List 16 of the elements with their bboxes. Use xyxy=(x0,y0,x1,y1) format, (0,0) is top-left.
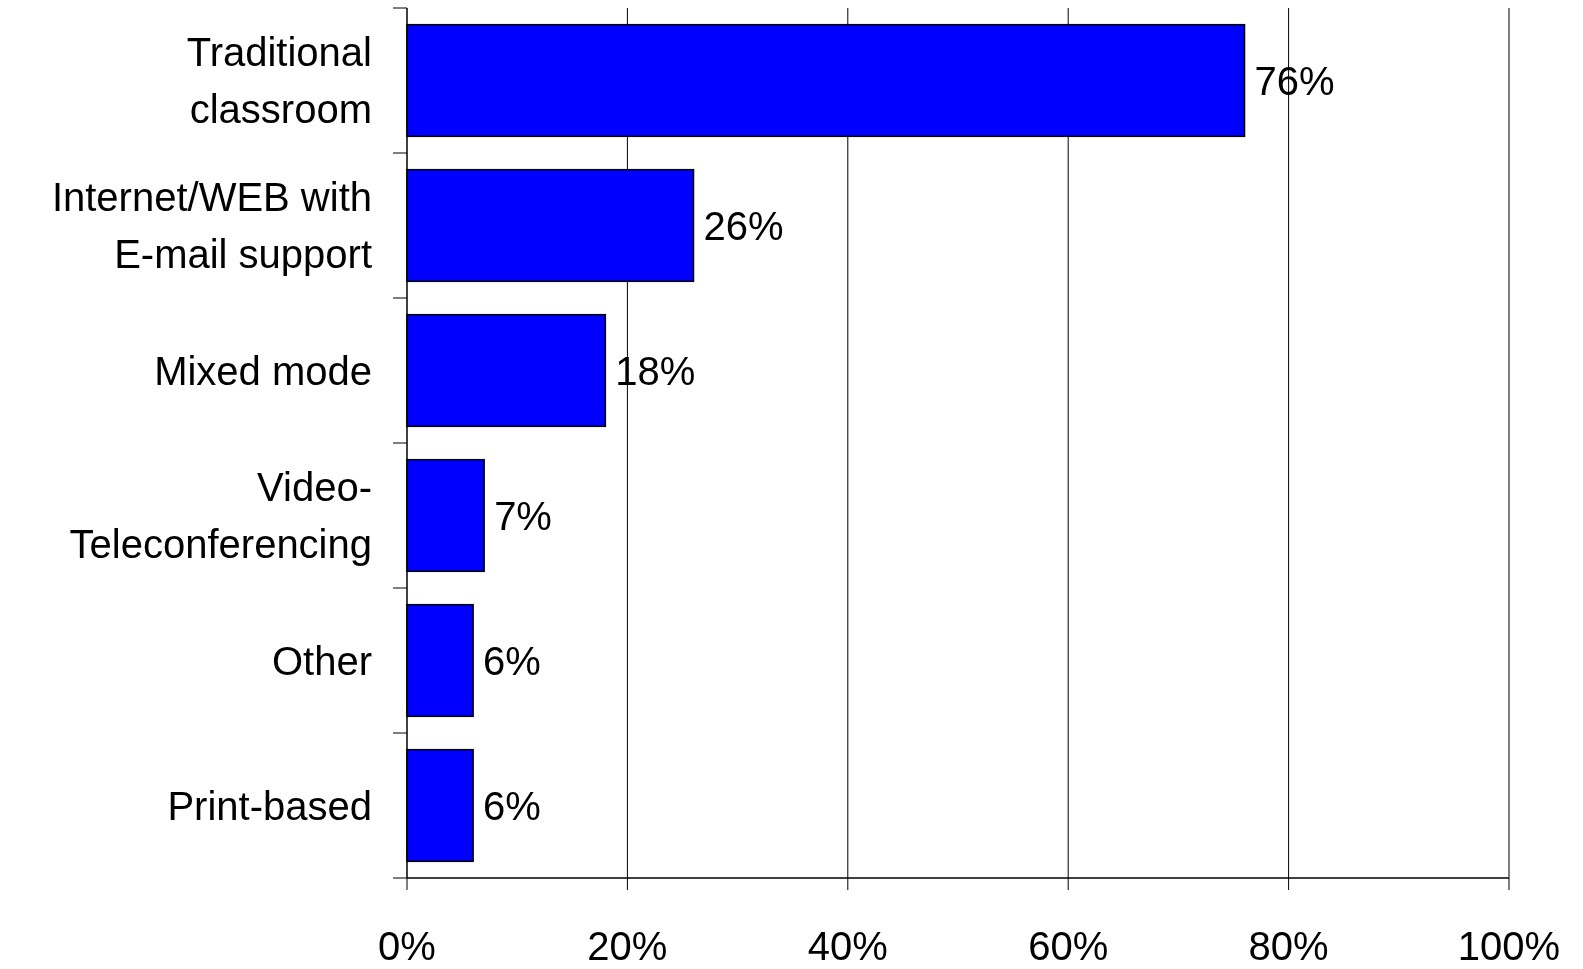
x-tick-label: 60% xyxy=(1028,924,1109,968)
y-tick-label: Video-Teleconferencing xyxy=(69,465,372,566)
y-tick-label: Traditional classroom xyxy=(186,30,372,131)
data-label: 6% xyxy=(483,783,541,828)
data-label: 7% xyxy=(494,493,552,538)
y-tick-label: Mixed mode xyxy=(154,348,372,393)
data-label: 26% xyxy=(703,203,784,248)
x-tick-label: 0% xyxy=(378,924,436,968)
y-tick-label: Print-based xyxy=(167,783,372,828)
y-tick-label: Other xyxy=(271,638,372,683)
x-tick-label: 20% xyxy=(587,924,668,968)
data-label: 6% xyxy=(483,638,541,683)
y-tick-label: Internet/WEB with E-mail support xyxy=(51,175,372,276)
x-tick-label: 100% xyxy=(1457,924,1561,968)
x-tick-label: 80% xyxy=(1248,924,1329,968)
x-tick-label: 40% xyxy=(807,924,888,968)
